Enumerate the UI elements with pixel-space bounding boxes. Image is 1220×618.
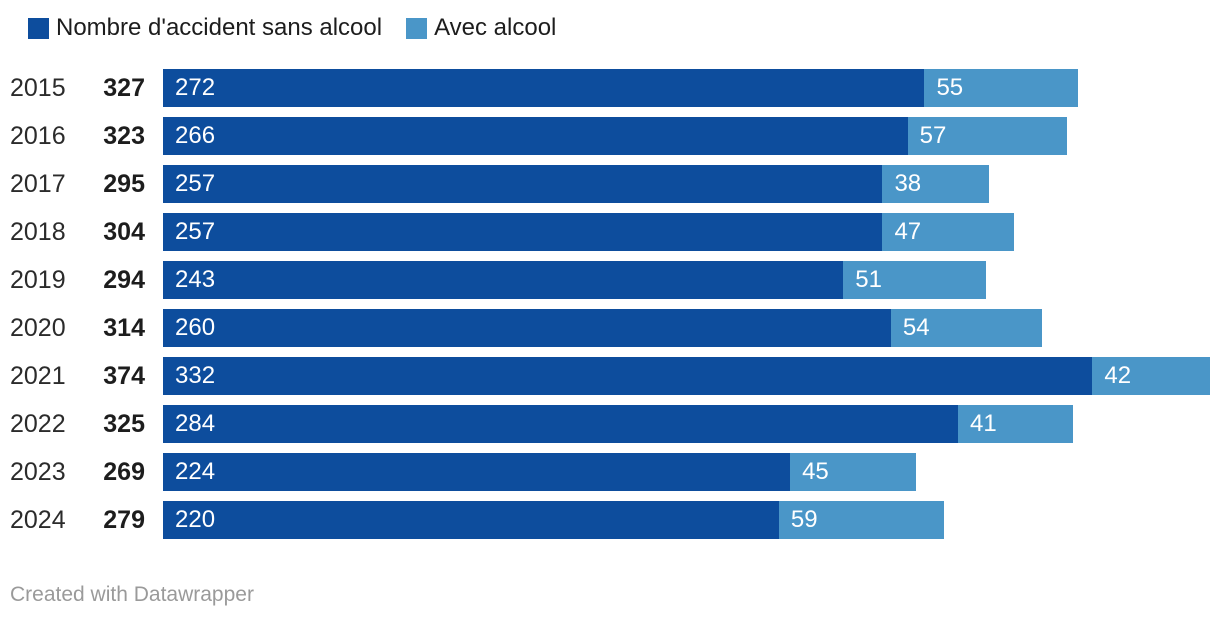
bar-value-label: 220 (175, 506, 216, 533)
bar: 284 41 (163, 405, 1210, 443)
year-label: 2015 (10, 73, 66, 102)
bar: 224 45 (163, 453, 1210, 491)
bar-segment-avec-alcool[interactable]: 55 (924, 69, 1079, 107)
bar-segment-sans-alcool[interactable]: 332 (163, 357, 1093, 395)
legend-swatch-sans-alcool-icon (28, 17, 49, 39)
bar-segment-avec-alcool[interactable]: 45 (790, 453, 917, 491)
bar-value-label: 45 (802, 458, 829, 485)
bar-value-label: 332 (175, 362, 216, 389)
legend-swatch-avec-alcool-icon (406, 17, 428, 39)
total-label: 325 (103, 409, 145, 438)
bar: 257 47 (163, 213, 1210, 251)
bar: 260 54 (163, 309, 1210, 347)
bar-segment-avec-alcool[interactable]: 47 (882, 213, 1015, 251)
legend-item-avec-alcool: Avec alcool (406, 15, 556, 41)
bar-segment-avec-alcool[interactable]: 38 (882, 165, 989, 203)
legend: Nombre d'accident sans alcool Avec alcoo… (28, 15, 1220, 41)
legend-item-sans-alcool: Nombre d'accident sans alcool (28, 15, 382, 41)
chart-row: 2020 314 260 54 (0, 304, 1220, 352)
bar-value-label: 41 (970, 410, 997, 437)
bar-segment-sans-alcool[interactable]: 257 (163, 213, 883, 251)
bar-rows: 2015 327 272 55 2016 323 266 57 2017 295 257 38 2018… (0, 64, 1220, 544)
chart-row: 2018 304 257 47 (0, 208, 1220, 256)
bar-value-label: 272 (175, 74, 216, 101)
bar-segment-avec-alcool[interactable]: 59 (778, 501, 945, 539)
chart-row: 2023 269 224 45 (0, 448, 1220, 496)
bar: 243 51 (163, 261, 1210, 299)
bar-segment-avec-alcool[interactable]: 41 (958, 405, 1073, 443)
datawrapper-attribution[interactable]: Created with Datawrapper (10, 583, 254, 606)
year-label: 2020 (10, 313, 66, 342)
chart-row: 2017 295 257 38 (0, 160, 1220, 208)
bar: 332 42 (163, 357, 1210, 395)
bar-segment-avec-alcool[interactable]: 42 (1092, 357, 1210, 395)
legend-label-avec-alcool: Avec alcool (434, 14, 557, 41)
bar-segment-sans-alcool[interactable]: 220 (163, 501, 779, 539)
year-label: 2018 (10, 217, 66, 246)
bar-value-label: 257 (175, 170, 216, 197)
year-label: 2021 (10, 361, 66, 390)
bar-value-label: 57 (919, 122, 947, 149)
total-label: 269 (103, 457, 145, 486)
bar: 272 55 (163, 69, 1210, 107)
year-label: 2016 (10, 121, 66, 150)
total-label: 374 (103, 361, 145, 390)
bar-segment-sans-alcool[interactable]: 272 (163, 69, 925, 107)
bar-value-label: 42 (1104, 362, 1132, 389)
bar: 266 57 (163, 117, 1210, 155)
total-label: 304 (103, 217, 145, 246)
bar-segment-avec-alcool[interactable]: 57 (907, 117, 1068, 155)
chart-row: 2022 325 284 41 (0, 400, 1220, 448)
bar-value-label: 54 (902, 314, 930, 341)
chart-row: 2015 327 272 55 (0, 64, 1220, 112)
year-label: 2022 (10, 409, 66, 438)
chart-row: 2016 323 266 57 (0, 112, 1220, 160)
bar-segment-sans-alcool[interactable]: 266 (163, 117, 908, 155)
chart-row: 2019 294 243 51 (0, 256, 1220, 304)
total-label: 314 (103, 313, 145, 342)
bar-value-label: 55 (936, 74, 964, 101)
year-label: 2023 (10, 457, 66, 486)
bar-value-label: 284 (175, 410, 216, 437)
chart-row: 2024 279 220 59 (0, 496, 1220, 544)
bar-value-label: 224 (175, 458, 216, 485)
legend-label-sans-alcool: Nombre d'accident sans alcool (56, 14, 383, 41)
total-label: 323 (103, 121, 145, 150)
bar: 220 59 (163, 501, 1210, 539)
bar-value-label: 257 (175, 218, 216, 245)
bar-segment-sans-alcool[interactable]: 260 (163, 309, 891, 347)
bar: 257 38 (163, 165, 1210, 203)
bar-segment-sans-alcool[interactable]: 284 (163, 405, 959, 443)
bar-value-label: 38 (894, 170, 922, 197)
bar-value-label: 59 (790, 506, 818, 533)
year-label: 2024 (10, 505, 66, 534)
bar-segment-sans-alcool[interactable]: 243 (163, 261, 844, 299)
bar-segment-sans-alcool[interactable]: 224 (163, 453, 791, 491)
bar-value-label: 260 (175, 314, 216, 341)
bar-segment-sans-alcool[interactable]: 257 (163, 165, 883, 203)
bar-segment-avec-alcool[interactable]: 54 (890, 309, 1043, 347)
bar-value-label: 266 (175, 122, 216, 149)
year-label: 2017 (10, 169, 66, 198)
total-label: 295 (103, 169, 145, 198)
total-label: 279 (103, 505, 145, 534)
year-label: 2019 (10, 265, 66, 294)
total-label: 294 (103, 265, 145, 294)
bar-value-label: 47 (894, 218, 922, 245)
chart-row: 2021 374 332 42 (0, 352, 1220, 400)
total-label: 327 (103, 73, 145, 102)
bar-value-label: 51 (855, 266, 882, 293)
bar-value-label: 243 (175, 266, 216, 293)
bar-segment-avec-alcool[interactable]: 51 (843, 261, 987, 299)
